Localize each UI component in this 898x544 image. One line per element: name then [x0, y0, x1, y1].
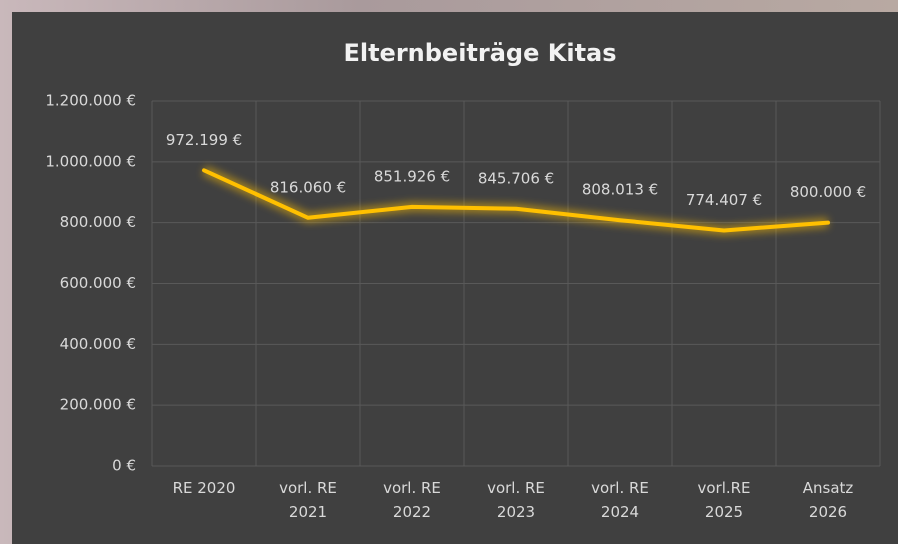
- chart-title: Elternbeiträge Kitas: [343, 39, 616, 67]
- y-tick-label: 200.000 €: [60, 396, 136, 414]
- y-tick-label: 800.000 €: [60, 213, 136, 231]
- x-tick-label: RE 2020: [164, 476, 244, 500]
- x-tick-label: vorl. RE 2021: [268, 476, 348, 524]
- data-label: 800.000 €: [790, 183, 866, 201]
- data-label: 972.199 €: [166, 131, 242, 149]
- data-label: 851.926 €: [374, 167, 450, 185]
- chart-area: Elternbeiträge Kitas 0 € 200.000 € 400.000…: [12, 12, 898, 544]
- page: Elternbeiträge Kitas 0 € 200.000 € 400.000…: [0, 0, 898, 544]
- y-tick-label: 400.000 €: [60, 335, 136, 353]
- data-label: 845.706 €: [478, 169, 554, 187]
- data-label: 774.407 €: [686, 191, 762, 209]
- y-tick-label: 1.000.000 €: [45, 152, 136, 170]
- x-tick-label: Ansatz 2026: [788, 476, 868, 524]
- y-tick-label: 0 €: [112, 457, 136, 475]
- x-tick-label: vorl. RE 2024: [580, 476, 660, 524]
- x-tick-label: vorl. RE 2022: [372, 476, 452, 524]
- x-tick-label: vorl.RE 2025: [684, 476, 764, 524]
- x-tick-label: vorl. RE 2023: [476, 476, 556, 524]
- y-tick-label: 600.000 €: [60, 274, 136, 292]
- data-label: 808.013 €: [582, 181, 658, 199]
- data-label: 816.060 €: [270, 178, 346, 196]
- y-tick-label: 1.200.000 €: [45, 92, 136, 110]
- chart: Elternbeiträge Kitas 0 € 200.000 € 400.000…: [12, 12, 898, 544]
